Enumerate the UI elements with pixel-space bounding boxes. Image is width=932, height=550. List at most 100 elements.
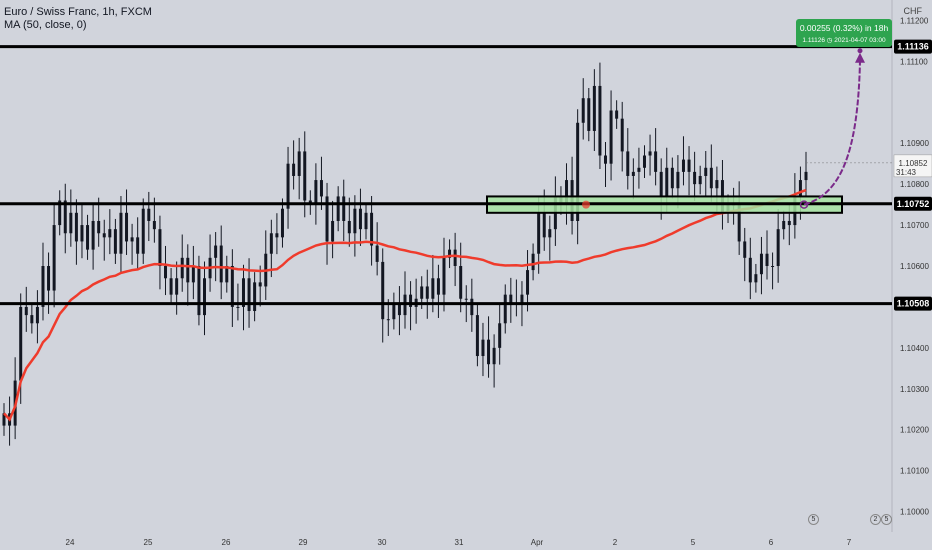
y-tick-label: 1.10300 [900,385,929,394]
y-tick-label: 1.10800 [900,180,929,189]
event-marker-a[interactable]: 2 [870,514,881,525]
candle-body [604,155,607,164]
level-label: 1.11136 [897,42,929,52]
y-tick-label: 1.10400 [900,344,929,353]
candle-body [236,306,240,308]
candle-body [91,220,95,250]
candle-body [52,225,56,291]
candle-body [715,180,719,189]
candle-body [180,257,184,279]
candle-body [409,294,413,307]
level-label: 1.10752 [897,199,930,209]
candle-body [336,196,340,221]
candle-body [175,278,179,295]
candle-body [804,171,808,181]
candle-body [420,286,424,299]
candle-body [303,151,307,201]
candle-body [347,220,351,234]
earnings-marker[interactable]: 5 [808,514,819,525]
candle-body [665,167,669,197]
candle-body [503,294,507,324]
candle-body [776,229,780,266]
candle-body [125,212,129,242]
candle-body [169,278,173,295]
candle-body [698,175,702,185]
candle-body [648,151,652,156]
candle-body [670,167,674,189]
candle-body [86,225,90,250]
candle-body [370,212,374,246]
candle-body [19,306,23,381]
candle-body [253,282,257,312]
candle-body [531,253,535,271]
candle-body [470,298,474,316]
candle-body [375,245,379,262]
candle-body [325,196,329,242]
candle-body [191,266,195,283]
candle-body [787,220,791,226]
candle-body [186,257,190,283]
level-label-bg [894,39,932,54]
candle-body [592,85,596,131]
candle-body [526,270,530,295]
candle-body [637,167,641,172]
x-tick-label: 29 [299,538,308,547]
level-label-bg [894,296,932,311]
candle-body [297,151,301,176]
candle-body [108,229,112,238]
candle-body [386,319,390,321]
candle-body [80,225,84,242]
candle-body [748,257,752,283]
candle-body [119,212,123,254]
candle-body [548,229,552,238]
candle-body [247,278,251,312]
candle-body [258,282,262,287]
candle-body [41,266,45,307]
candle-body [197,266,201,316]
moving-average-line [3,188,807,422]
signal-point [582,200,590,209]
projection-arrow [803,60,861,206]
candle-body [74,212,78,242]
indicator-legend[interactable]: MA (50, close, 0) [4,19,87,31]
candle-body [358,208,362,230]
candle-body [319,180,323,197]
projection-label-line2: 1.11126 ◷ 2021-04-07 03:00 [802,37,886,44]
candle-body [509,294,513,303]
y-tick-label: 1.10200 [900,426,929,435]
candles [2,62,808,446]
candle-body [737,204,741,242]
x-tick-label: 30 [378,538,387,547]
candle-body [453,249,457,266]
last-price-label: 1.10852 [899,159,928,168]
last-price-bg [893,154,932,178]
event-marker-b[interactable]: 5 [881,514,892,525]
candle-body [598,85,602,156]
candle-body [230,266,234,307]
x-tick-label: 25 [144,538,153,547]
candle-body [492,347,496,365]
candle-body [69,212,73,234]
candle-body [576,122,580,221]
candle-body [782,220,786,230]
candle-body [2,413,6,426]
time-axis [0,532,932,550]
x-tick-label: 31 [455,538,464,547]
x-tick-label: 7 [847,538,852,547]
candle-body [620,118,624,152]
candle-body [158,229,162,266]
candle-body [459,266,463,299]
symbol-legend[interactable]: Euro / Swiss Franc, 1h, FXCM [4,6,152,18]
currency-label: CHF [903,6,923,16]
candle-body [214,245,218,258]
candle-body [97,220,101,234]
x-tick-label: 2 [613,538,618,547]
candle-body [58,200,62,226]
candle-body [152,220,156,230]
x-tick-label: Apr [531,538,544,547]
candle-body [615,110,619,119]
candle-body [286,163,290,209]
candle-body [431,278,435,299]
candle-body [587,98,591,131]
